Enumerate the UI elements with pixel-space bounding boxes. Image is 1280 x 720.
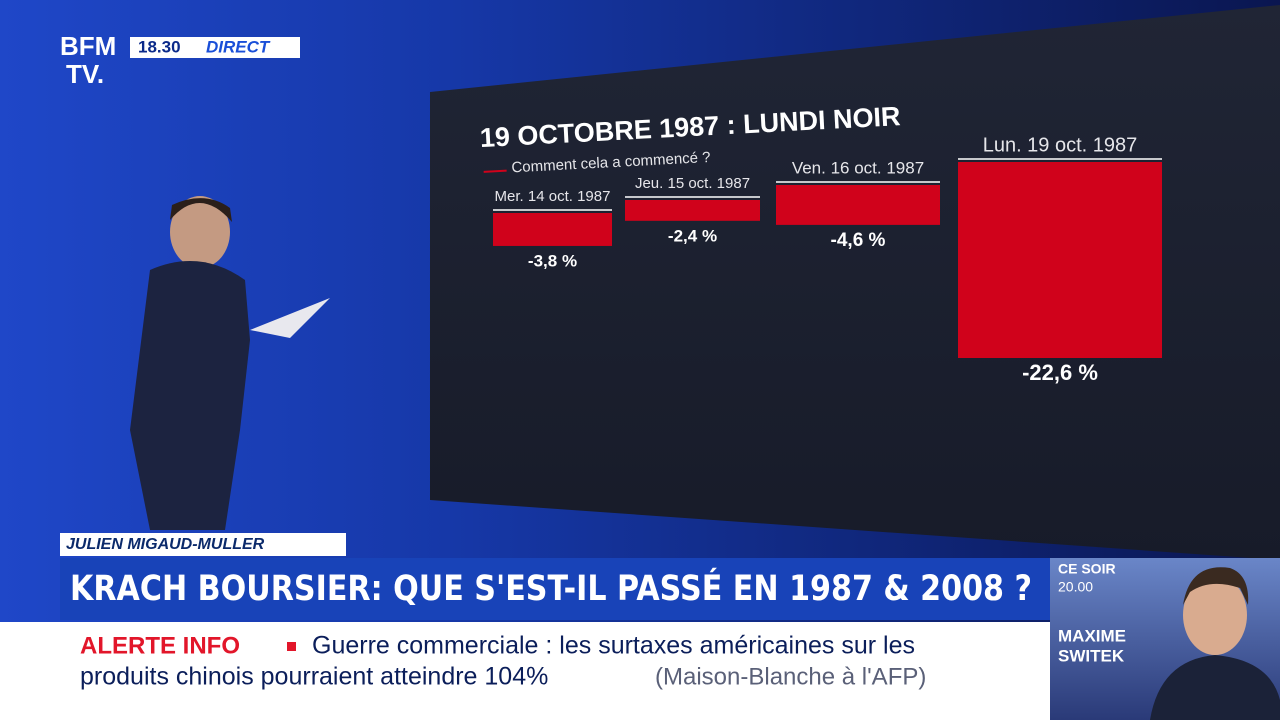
logo: TV. [66, 59, 104, 89]
speaker-name: JULIEN MIGAUD-MULLER [66, 536, 265, 553]
bar [625, 200, 760, 221]
category-label: Lun. 19 oct. 1987 [983, 134, 1138, 156]
bar [776, 185, 940, 225]
headline: KRACH BOURSIER: QUE S'EST-IL PASSÉ EN 19… [70, 567, 1032, 609]
value-label: -3,8 % [528, 251, 577, 270]
bar [958, 162, 1162, 358]
promo-portrait [1150, 567, 1280, 720]
alert-dot [287, 642, 296, 651]
clock: 18.30 [138, 37, 181, 56]
value-label: -4,6 % [831, 230, 886, 251]
clock-box [130, 37, 300, 58]
ticker-band [0, 622, 1050, 720]
live-badge: DIRECT [206, 37, 271, 56]
category-label: Ven. 16 oct. 1987 [792, 158, 924, 177]
alert-label: ALERTE INFO [80, 632, 240, 659]
promo-when: CE SOIR [1058, 561, 1116, 577]
ticker-source: (Maison-Blanche à l'AFP) [655, 663, 926, 690]
ticker-text: Guerre commerciale : les surtaxes améric… [312, 632, 915, 660]
video-wall [430, 5, 1280, 560]
promo-time: 20.00 [1058, 579, 1093, 595]
logo: BFM [60, 31, 116, 61]
category-label: Jeu. 15 oct. 1987 [635, 175, 750, 192]
promo-name: SWITEK [1058, 646, 1125, 665]
headline-band [60, 558, 1050, 620]
bar [493, 213, 612, 246]
name-strip [60, 533, 346, 556]
value-label: -2,4 % [668, 226, 717, 245]
promo-name: MAXIME [1058, 626, 1126, 645]
ticker-text: produits chinois pourraient atteindre 10… [80, 663, 548, 691]
value-label: -22,6 % [1022, 360, 1098, 385]
chart: Mer. 14 oct. 1987 -3,8 % Jeu. 15 oct. 1987… [493, 134, 1162, 385]
category-label: Mer. 14 oct. 1987 [495, 188, 611, 205]
presenter [130, 196, 330, 530]
subtitle-marker [483, 169, 507, 173]
